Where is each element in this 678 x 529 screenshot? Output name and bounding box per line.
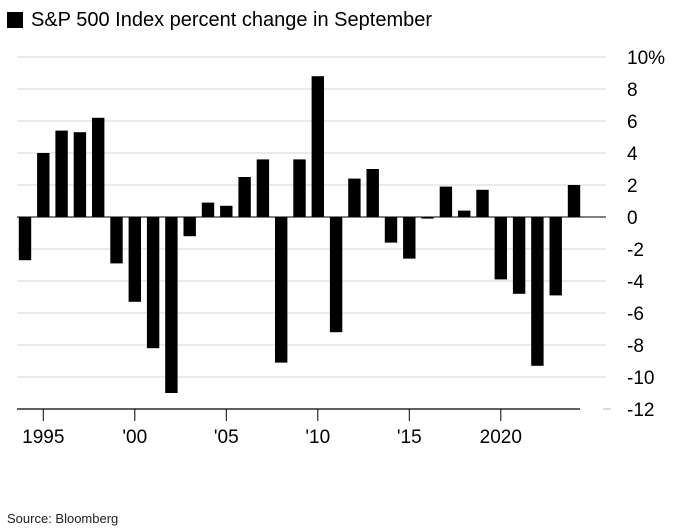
bar-2018 xyxy=(458,210,471,217)
y-tick-label: 2 xyxy=(627,176,638,197)
bar-2020 xyxy=(494,217,507,280)
bar-2000 xyxy=(128,217,141,302)
bar-1995 xyxy=(37,153,50,217)
bar-2009 xyxy=(293,159,306,217)
x-tick-label: '15 xyxy=(397,427,422,448)
y-tick-label: 0 xyxy=(627,208,638,229)
bar-2007 xyxy=(256,159,270,217)
y-tick-label: -2 xyxy=(627,240,644,261)
bar-2006 xyxy=(238,177,251,217)
legend-swatch xyxy=(7,12,23,28)
bar-2008 xyxy=(275,217,288,363)
legend-label: S&P 500 Index percent change in Septembe… xyxy=(31,8,433,31)
bar-2003 xyxy=(183,217,196,237)
bar-2021 xyxy=(512,217,526,294)
bar-2011 xyxy=(329,217,343,333)
bar-2001 xyxy=(146,217,160,349)
bar-2010 xyxy=(311,76,324,217)
y-tick-label: -4 xyxy=(627,272,644,293)
x-tick-label: '00 xyxy=(122,427,147,448)
bar-1994 xyxy=(18,217,32,261)
bar-2014 xyxy=(384,217,398,243)
bar-2019 xyxy=(476,189,489,217)
bar-2013 xyxy=(366,169,379,217)
x-tick-label: '05 xyxy=(214,427,239,448)
x-tick-label: 2020 xyxy=(480,427,522,448)
bar-1998 xyxy=(92,117,105,217)
bar-2004 xyxy=(201,202,215,217)
bar-2024 xyxy=(567,185,581,217)
bar-1996 xyxy=(55,130,68,217)
bar-2017 xyxy=(439,186,453,217)
bar-1997 xyxy=(73,132,87,217)
y-tick-label: 4 xyxy=(627,144,638,165)
legend: S&P 500 Index percent change in Septembe… xyxy=(7,6,432,34)
y-tick-label: -10 xyxy=(627,368,654,389)
y-tick-label: -12 xyxy=(627,400,654,421)
bar-2015 xyxy=(403,217,416,259)
y-tick-label: -6 xyxy=(627,304,644,325)
bar-2023 xyxy=(549,217,562,296)
bar-2012 xyxy=(348,178,361,217)
y-tick-label: 10% xyxy=(627,48,665,69)
bar-2022 xyxy=(531,217,544,366)
x-tick-label: '10 xyxy=(305,427,330,448)
bar-1999 xyxy=(110,217,123,264)
y-tick-label: 8 xyxy=(627,80,638,101)
source-note: Source: Bloomberg xyxy=(7,511,119,526)
bar-2016 xyxy=(421,217,434,219)
bar-2002 xyxy=(165,217,178,393)
x-tick-label: 1995 xyxy=(22,427,64,448)
bar-2005 xyxy=(220,205,233,217)
y-tick-label: 6 xyxy=(627,112,638,133)
y-tick-label: -8 xyxy=(627,336,644,357)
